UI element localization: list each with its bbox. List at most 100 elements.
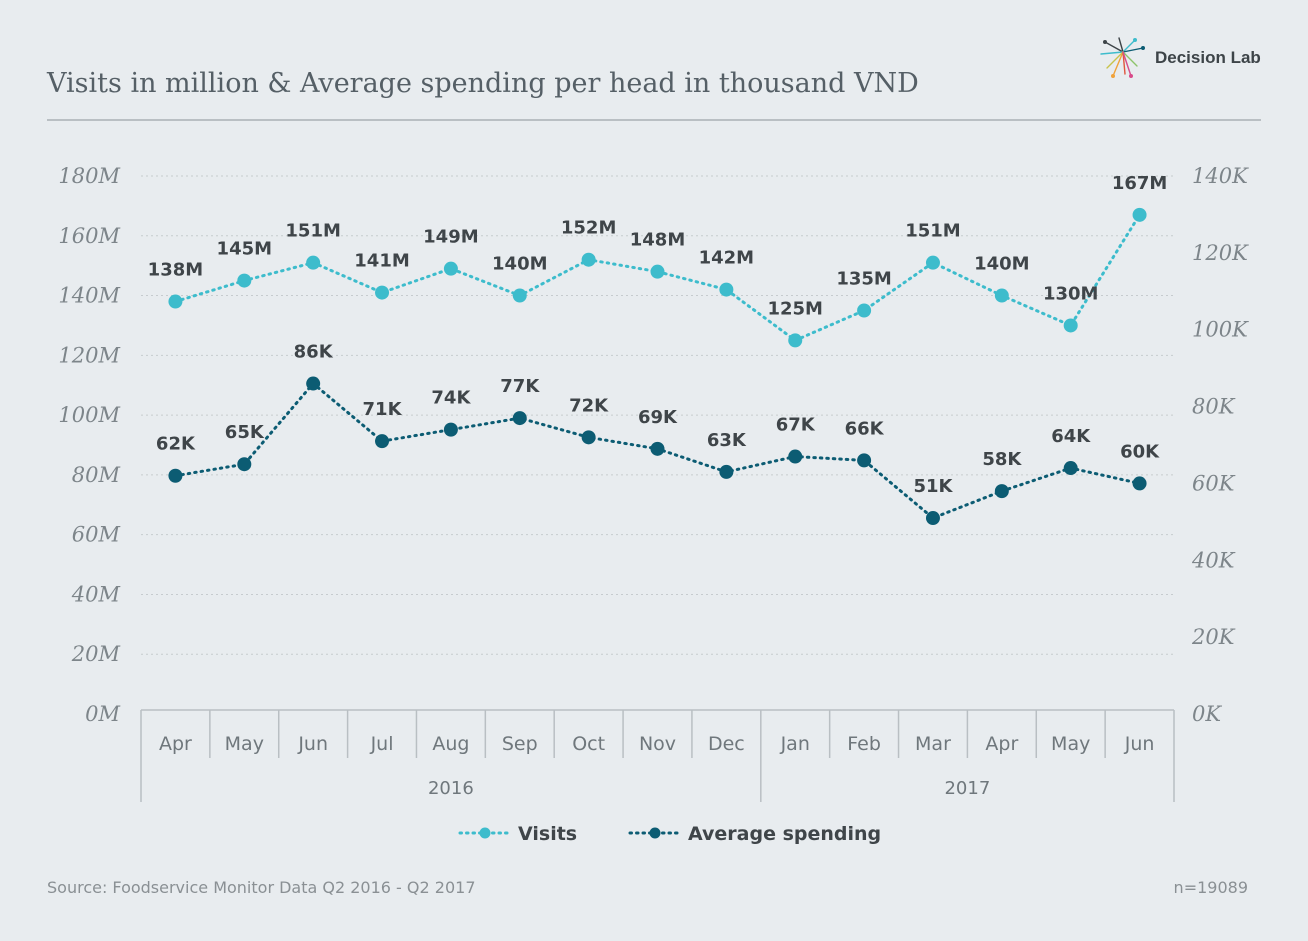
legend-visits-label: Visits xyxy=(518,823,577,845)
x-tick-label: Apr xyxy=(159,733,192,755)
spending-data-label: 64K xyxy=(1051,426,1091,447)
legend-visits-marker xyxy=(479,827,491,839)
spending-point xyxy=(994,484,1009,499)
x-tick-label: Jul xyxy=(370,733,394,755)
y-left-tick-label: 120M xyxy=(58,343,120,367)
title-divider xyxy=(47,119,1261,121)
spending-data-label: 69K xyxy=(638,407,678,428)
brand-logo: Decision Lab xyxy=(1097,36,1261,80)
y-right-tick-label: 20K xyxy=(1191,625,1236,649)
y-right-tick-label: 80K xyxy=(1192,395,1236,419)
legend-average-spending-marker xyxy=(649,827,661,839)
y-right-tick-label: 40K xyxy=(1191,548,1236,572)
visits-data-label: 149M xyxy=(423,227,479,248)
spending-point xyxy=(788,449,803,464)
visits-point xyxy=(857,303,872,318)
y-left-tick-label: 80M xyxy=(72,463,121,487)
visits-data-label: 151M xyxy=(905,221,961,242)
visits-point xyxy=(650,264,665,279)
y-right-tick-label: 0K xyxy=(1192,702,1222,726)
visits-data-label: 135M xyxy=(836,269,892,290)
spending-point xyxy=(168,468,183,483)
visits-data-label: 148M xyxy=(630,230,686,251)
spending-point xyxy=(857,453,872,468)
legend: Visits Average spending xyxy=(458,823,881,845)
series xyxy=(168,207,1147,526)
x-tick-label: Feb xyxy=(847,733,881,755)
y-left-tick-label: 180M xyxy=(58,164,120,188)
visits-data-label: 152M xyxy=(561,218,617,239)
visits-data-label: 125M xyxy=(767,298,823,319)
x-tick-label: Sep xyxy=(502,733,538,755)
x-tick-label: May xyxy=(225,733,264,755)
spending-point xyxy=(925,511,940,526)
decision-lab-logo-icon xyxy=(1100,37,1145,78)
x-tick-label: Apr xyxy=(985,733,1018,755)
data-labels: 138M 145M 151M 141M 149M 140M 152M 148M 142M 125M… xyxy=(148,173,1168,497)
spending-point xyxy=(443,422,458,437)
sample-size: n=19089 xyxy=(1173,878,1248,897)
visits-data-label: 151M xyxy=(285,221,341,242)
spending-data-label: 71K xyxy=(363,399,403,420)
x-tick-label: Jun xyxy=(297,733,328,755)
visits-point xyxy=(443,261,458,276)
spending-point xyxy=(1132,476,1147,491)
visits-data-label: 167M xyxy=(1112,173,1168,194)
visits-data-label: 145M xyxy=(217,239,273,260)
x-tick-label: Oct xyxy=(572,733,605,755)
visits-point xyxy=(237,273,252,288)
visits-data-label: 140M xyxy=(974,254,1030,275)
y-right-tick-label: 60K xyxy=(1192,471,1236,495)
visits-point xyxy=(306,255,321,270)
legend-average-spending-label: Average spending xyxy=(688,823,881,845)
x-tick-label: May xyxy=(1051,733,1090,755)
x-tick-label: Jun xyxy=(1124,733,1155,755)
spending-data-label: 67K xyxy=(776,415,816,436)
source-note: Source: Foodservice Monitor Data Q2 2016… xyxy=(47,878,476,897)
spending-point xyxy=(650,441,665,456)
spending-data-label: 74K xyxy=(431,388,471,409)
spending-data-label: 66K xyxy=(845,418,885,439)
spending-data-label: 60K xyxy=(1120,441,1160,462)
spending-data-label: 65K xyxy=(225,422,265,443)
brand-name: Decision Lab xyxy=(1155,48,1261,67)
spending-data-label: 63K xyxy=(707,430,747,451)
spending-point xyxy=(306,376,321,391)
visits-data-label: 130M xyxy=(1043,283,1099,304)
visits-point xyxy=(925,255,940,270)
x-group-label: 2017 xyxy=(944,778,990,799)
spending-point xyxy=(719,464,734,479)
visits-point xyxy=(168,294,183,309)
visits-data-label: 140M xyxy=(492,254,548,275)
y-right-tick-label: 140K xyxy=(1192,164,1249,188)
visits-data-label: 141M xyxy=(354,251,410,272)
visits-point xyxy=(994,288,1009,303)
visits-data-label: 142M xyxy=(699,248,755,269)
x-tick-label: Aug xyxy=(432,733,469,755)
x-axis: Apr May Jun Jul Aug Sep Oct Nov Dec Jan Feb Mar Apr M… xyxy=(140,709,1175,802)
grid-lines xyxy=(141,175,1174,655)
visits-point xyxy=(581,252,596,267)
x-tick-label: Nov xyxy=(639,733,676,755)
spending-point xyxy=(512,411,527,426)
y-left-tick-label: 0M xyxy=(85,702,120,726)
visits-point xyxy=(375,285,390,300)
y-right-tick-label: 100K xyxy=(1192,318,1249,342)
visits-point xyxy=(719,282,734,297)
visits-point xyxy=(788,333,803,348)
spending-data-label: 62K xyxy=(156,434,196,455)
spending-data-label: 72K xyxy=(569,395,609,416)
spending-point xyxy=(375,434,390,449)
y-right-tick-label: 120K xyxy=(1192,241,1249,265)
visits-point xyxy=(1063,318,1078,333)
y-left-tick-label: 160M xyxy=(58,224,120,248)
visits-point xyxy=(1132,207,1147,222)
x-tick-label: Dec xyxy=(708,733,745,755)
spending-point xyxy=(581,430,596,445)
y-left-tick-label: 40M xyxy=(71,582,121,606)
spending-data-label: 77K xyxy=(500,376,540,397)
x-group-label: 2016 xyxy=(428,778,474,799)
y-left-tick-label: 100M xyxy=(58,403,120,427)
spending-data-label: 86K xyxy=(294,342,334,363)
